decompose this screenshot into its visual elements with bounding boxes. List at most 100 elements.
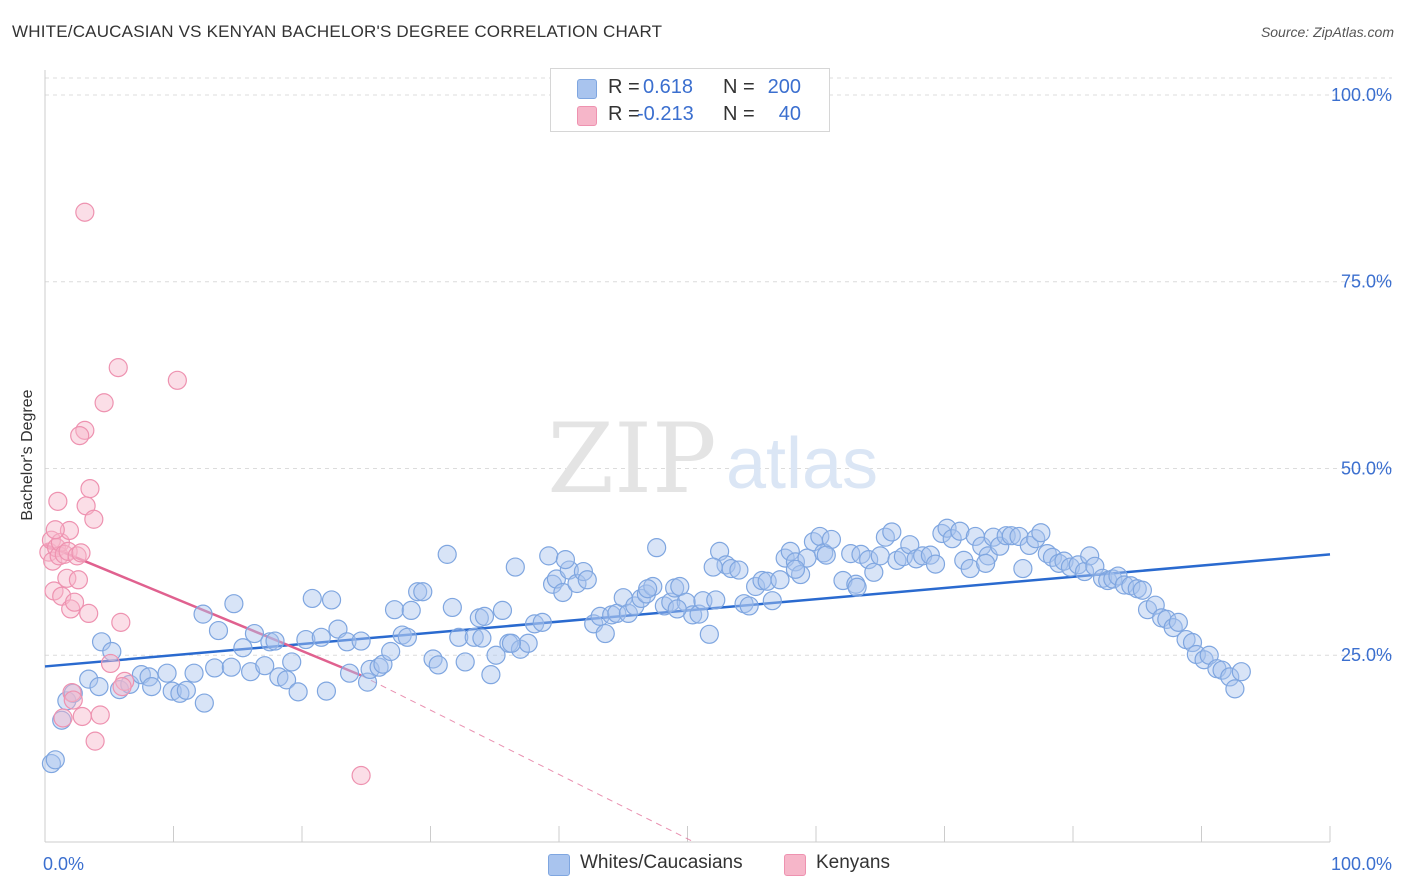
data-point-whites	[816, 545, 836, 565]
data-point-whites	[176, 680, 196, 700]
data-point-kenyans	[59, 520, 80, 541]
bottom-legend-swatch-blue	[548, 854, 570, 876]
watermark-atlas: atlas	[726, 424, 878, 504]
data-point-kenyans	[72, 706, 92, 727]
data-point-whites	[950, 521, 970, 541]
y-tick-label: 75.0%	[1341, 272, 1392, 292]
data-point-whites	[1031, 523, 1051, 543]
data-point-whites	[288, 682, 308, 702]
data-point-whites	[276, 670, 297, 690]
data-point-whites	[882, 522, 902, 542]
legend-row-whites: R = 0.618 N = 200	[551, 74, 829, 102]
data-point-kenyans	[79, 603, 99, 624]
data-point-kenyans	[45, 520, 65, 540]
legend-swatch-pink	[577, 106, 597, 126]
data-point-kenyans	[71, 543, 91, 563]
data-point-whites	[900, 535, 920, 555]
data-point-whites	[221, 657, 241, 677]
data-point-whites	[265, 631, 285, 651]
legend-row-kenyans: R = -0.213 N = 40	[551, 101, 829, 129]
data-point-whites	[770, 570, 790, 590]
bottom-legend-label-kenyans: Kenyans	[816, 852, 890, 873]
data-point-whites	[474, 606, 495, 626]
data-point-whites	[1085, 556, 1105, 576]
data-point-whites	[241, 662, 261, 682]
data-point-whites	[205, 658, 225, 678]
data-point-whites	[63, 683, 83, 703]
data-point-whites	[157, 663, 177, 683]
data-point-whites	[244, 623, 265, 644]
data-point-whites	[472, 628, 492, 648]
data-point-whites	[1212, 660, 1232, 680]
data-point-whites	[567, 573, 587, 594]
data-point-whites	[408, 582, 428, 602]
data-point-kenyans	[90, 705, 110, 725]
data-point-whites	[706, 590, 726, 610]
data-point-whites	[739, 596, 759, 616]
data-point-whites	[269, 667, 289, 687]
data-point-whites	[193, 604, 213, 624]
series-whites-points	[41, 518, 1251, 774]
data-point-whites	[1013, 558, 1033, 579]
data-point-whites	[260, 632, 280, 652]
trend-line-kenyans	[44, 543, 362, 677]
data-point-whites	[501, 633, 522, 653]
data-point-whites	[785, 559, 806, 579]
watermark-zip: ZIP	[547, 403, 716, 515]
data-point-kenyans	[84, 509, 104, 529]
series-kenyans-points	[39, 202, 371, 786]
data-point-whites	[595, 623, 615, 644]
data-point-whites	[841, 544, 861, 564]
data-point-whites	[555, 550, 576, 570]
data-point-whites	[302, 588, 322, 609]
data-point-whites	[703, 557, 723, 577]
x-tick-label-max: 100.0%	[1331, 854, 1392, 874]
legend-r-label: R =	[608, 76, 640, 98]
data-point-whites	[437, 544, 457, 564]
data-point-whites	[667, 599, 687, 619]
data-point-kenyans	[75, 420, 95, 440]
data-point-whites	[847, 577, 867, 597]
legend-swatch-blue	[577, 79, 597, 99]
data-point-whites	[618, 603, 638, 624]
data-point-whites	[875, 527, 895, 547]
data-point-whites	[311, 627, 331, 647]
data-point-kenyans	[80, 479, 100, 499]
data-point-kenyans	[48, 491, 68, 511]
data-point-whites	[1114, 575, 1135, 595]
data-point-whites	[401, 600, 421, 621]
y-tick-label: 25.0%	[1341, 645, 1392, 665]
data-point-whites	[505, 557, 525, 577]
data-point-kenyans	[167, 370, 187, 390]
legend-n-label: N =	[723, 103, 755, 125]
data-point-whites	[194, 693, 214, 713]
data-point-kenyans	[68, 570, 89, 590]
data-point-whites	[282, 652, 302, 672]
data-point-whites	[184, 663, 204, 683]
data-point-whites	[942, 529, 962, 549]
bottom-legend-label-whites: Whites/Caucasians	[580, 852, 743, 873]
data-point-whites	[89, 677, 109, 697]
data-point-whites	[976, 553, 996, 573]
data-point-whites	[810, 526, 830, 547]
data-point-whites	[1231, 662, 1251, 682]
data-point-kenyans	[112, 677, 132, 697]
data-point-whites	[1026, 529, 1046, 549]
data-point-whites	[1225, 679, 1245, 699]
data-point-whites	[542, 574, 563, 594]
data-point-whites	[638, 579, 658, 599]
data-point-whites	[423, 649, 443, 669]
data-point-kenyans	[64, 592, 85, 612]
data-point-whites	[920, 545, 940, 565]
data-point-whites	[316, 681, 337, 701]
legend-n-value: 200	[767, 76, 801, 98]
data-point-whites	[577, 570, 597, 590]
data-point-kenyans	[111, 612, 131, 632]
data-point-whites	[785, 552, 806, 572]
data-point-whites	[925, 554, 946, 574]
data-point-kenyans	[85, 731, 105, 751]
data-point-whites	[532, 612, 552, 632]
data-point-whites	[870, 546, 890, 566]
data-point-whites	[255, 656, 275, 676]
x-tick-label-min: 0.0%	[43, 854, 84, 874]
